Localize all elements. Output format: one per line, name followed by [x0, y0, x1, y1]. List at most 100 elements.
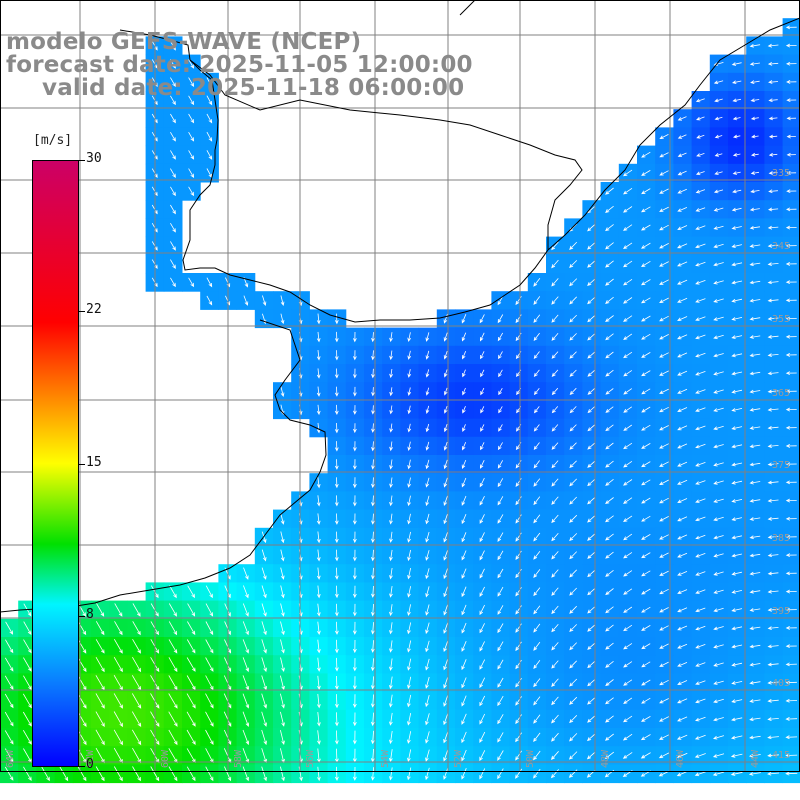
wind-arrow	[623, 206, 633, 213]
wind-arrow	[443, 604, 448, 616]
wind-arrow	[748, 753, 761, 758]
wind-arrow	[461, 731, 467, 744]
wind-arrow	[695, 280, 706, 285]
wind-arrow	[425, 441, 430, 451]
valid-date: valid date: 2025-11-18 06:00:00	[42, 75, 465, 101]
wind-arrow	[188, 59, 195, 69]
wind-arrow	[749, 608, 761, 612]
wind-arrow	[569, 733, 578, 742]
wind-arrow	[425, 423, 430, 433]
wind-arrow	[677, 607, 688, 613]
wind-arrow	[170, 204, 176, 215]
wind-arrow	[695, 334, 706, 340]
wind-arrow	[371, 332, 375, 343]
wind-arrow	[533, 550, 541, 560]
wind-arrow	[640, 206, 651, 213]
wind-arrow	[713, 353, 724, 358]
latitude-label: 415	[772, 750, 790, 761]
wind-arrow	[731, 298, 743, 303]
wind-arrow	[677, 407, 688, 412]
wind-arrow	[713, 444, 724, 449]
wind-arrow	[713, 371, 724, 376]
wind-arrow	[767, 61, 779, 66]
wind-arrow	[353, 331, 357, 343]
wind-arrow	[749, 262, 761, 267]
wind-arrow	[316, 603, 321, 617]
wind-arrow	[786, 80, 797, 84]
wind-arrow	[695, 698, 706, 704]
wind-arrow	[731, 280, 743, 285]
wind-arrow	[188, 113, 195, 124]
wind-arrow	[131, 693, 142, 709]
wind-arrow	[695, 516, 706, 522]
wind-arrow	[785, 589, 797, 594]
wind-arrow	[587, 333, 596, 341]
wind-arrow	[767, 353, 779, 357]
wind-arrow	[316, 531, 321, 544]
wind-arrow	[170, 150, 176, 160]
wind-arrow	[168, 603, 177, 617]
wind-arrow	[186, 766, 196, 782]
wind-arrow	[389, 730, 393, 745]
wind-arrow	[587, 733, 596, 742]
wind-arrow	[497, 568, 504, 579]
wind-arrow	[334, 766, 339, 782]
wind-arrow	[461, 768, 467, 780]
wind-arrow	[497, 586, 504, 597]
wind-arrow	[551, 605, 559, 615]
wind-arrow	[479, 314, 485, 324]
wind-arrow	[371, 640, 375, 653]
wind-arrow	[168, 711, 178, 727]
wind-arrow	[551, 369, 559, 378]
wind-arrow	[551, 714, 559, 724]
wind-arrow	[677, 680, 688, 685]
wind-arrow	[280, 693, 285, 709]
wind-arrow	[371, 531, 375, 544]
wind-arrow	[317, 766, 321, 782]
wind-arrow	[205, 621, 214, 636]
wind-arrow	[713, 462, 724, 467]
wind-arrow	[132, 656, 142, 673]
wind-arrow	[280, 730, 285, 746]
wind-arrow	[461, 749, 467, 762]
wind-arrow	[498, 387, 503, 396]
wind-arrow	[785, 243, 797, 248]
wind-arrow	[407, 531, 411, 543]
wind-arrow	[371, 423, 375, 433]
wind-arrow	[749, 244, 761, 248]
wind-arrow	[586, 751, 596, 760]
wind-arrow	[77, 711, 87, 728]
wind-arrow	[132, 603, 141, 617]
wind-arrow	[641, 260, 651, 267]
wind-arrow	[713, 80, 724, 85]
wind-arrow	[334, 639, 339, 654]
wind-arrow	[731, 80, 742, 84]
wind-arrow	[623, 169, 633, 177]
wind-arrow	[533, 732, 541, 743]
wind-arrow	[443, 495, 448, 506]
wind-arrow	[623, 588, 633, 595]
wind-arrow	[334, 730, 339, 745]
wind-arrow	[551, 751, 559, 760]
wind-arrow	[425, 568, 430, 580]
wind-arrow	[676, 734, 688, 740]
wind-arrow	[767, 316, 779, 321]
wind-arrow	[515, 659, 522, 670]
wind-arrow	[731, 408, 743, 412]
wind-arrow	[695, 261, 706, 267]
wind-arrow	[677, 716, 688, 722]
wind-arrow	[186, 693, 196, 709]
wind-arrow	[188, 150, 195, 160]
wind-arrow	[768, 171, 778, 175]
wind-arrow	[713, 316, 724, 321]
wind-arrow	[605, 242, 614, 250]
wind-arrow	[371, 513, 375, 525]
wind-arrow	[462, 406, 466, 414]
wind-arrow	[425, 694, 430, 708]
wind-arrow	[371, 477, 375, 489]
wind-arrow	[425, 387, 430, 396]
wind-arrow	[605, 642, 614, 650]
wind-arrow	[497, 332, 504, 342]
wind-arrow	[95, 729, 105, 746]
